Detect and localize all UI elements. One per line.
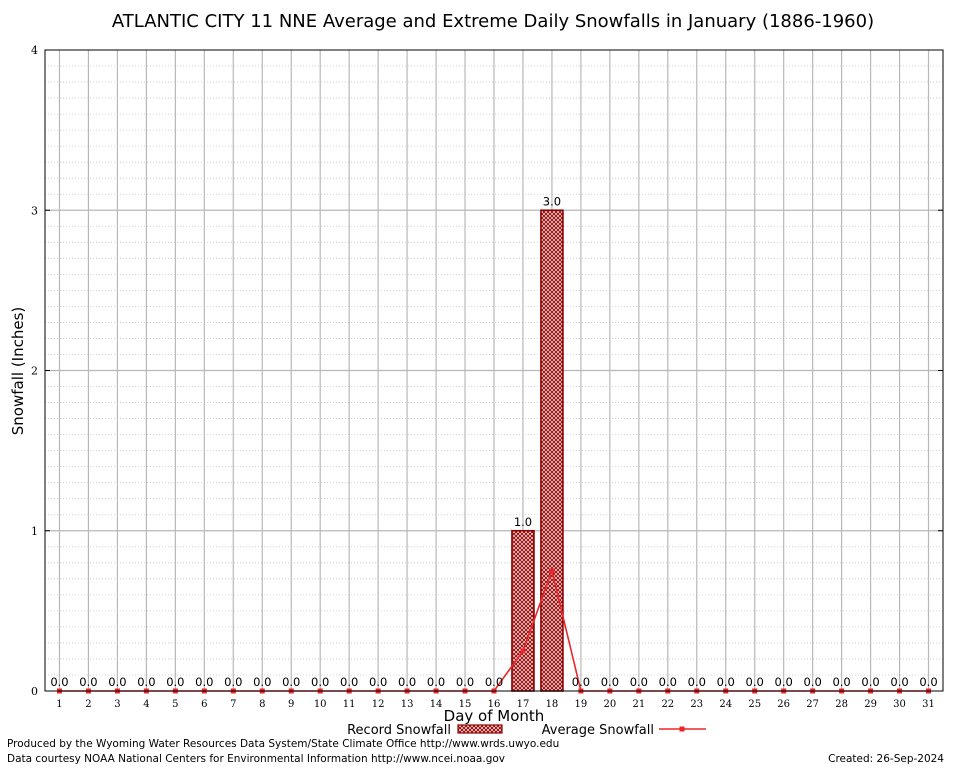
bar-value-label: 0.0	[137, 675, 155, 689]
x-tick-label: 23	[690, 699, 703, 710]
legend-record-label: Record Snowfall	[347, 723, 451, 738]
x-tick-label: 2	[85, 699, 91, 710]
bar-value-label: 0.0	[659, 675, 677, 689]
legend-record-swatch	[457, 724, 503, 734]
y-axis-label: Snowfall (Inches)	[9, 307, 27, 435]
x-axis-label: Day of Month	[444, 707, 545, 725]
bar-value-label: 0.0	[369, 675, 387, 689]
x-tick-label: 3	[114, 699, 120, 710]
x-tick-label: 27	[806, 699, 819, 710]
bar-value-label: 0.0	[195, 675, 213, 689]
bar-value-label: 0.0	[832, 675, 850, 689]
bar-value-label: 0.0	[340, 675, 358, 689]
x-tick-label: 7	[230, 699, 236, 710]
x-tick-label: 18	[546, 699, 559, 710]
x-tick-label: 21	[632, 699, 645, 710]
bar-value-label: 0.0	[311, 675, 329, 689]
record-bar	[511, 529, 535, 692]
bar-value-label: 0.0	[775, 675, 793, 689]
average-marker	[549, 568, 555, 574]
bar-value-label: 0.0	[746, 675, 764, 689]
record-bar	[540, 209, 564, 692]
y-tick-label: 1	[31, 525, 38, 538]
bar-value-label: 0.0	[456, 675, 474, 689]
y-tick-label: 3	[31, 204, 38, 217]
chart-title: ATLANTIC CITY 11 NNE Average and Extreme…	[112, 11, 874, 32]
x-tick-label: 15	[459, 699, 472, 710]
bar-value-label: 0.0	[601, 675, 619, 689]
bar-value-label: 0.0	[398, 675, 416, 689]
bar-value-label: 0.0	[50, 675, 68, 689]
x-tick-label: 30	[893, 699, 906, 710]
x-tick-label: 16	[488, 699, 501, 710]
x-tick-label: 17	[517, 699, 530, 710]
bar-value-label: 0.0	[717, 675, 735, 689]
x-tick-label: 12	[372, 699, 385, 710]
y-tick-label: 4	[31, 44, 38, 57]
legend: Record Snowfall Average Snowfall	[347, 723, 706, 738]
bar-value-label: 1.0	[514, 515, 532, 529]
x-tick-label: 6	[201, 699, 207, 710]
bar-value-label: 0.0	[108, 675, 126, 689]
bar-value-label: 0.0	[688, 675, 706, 689]
x-tick-label: 22	[661, 699, 674, 710]
bar-value-label: 3.0	[543, 194, 561, 208]
x-tick-label: 9	[288, 699, 294, 710]
footer-created: Created: 26-Sep-2024	[828, 753, 944, 765]
legend-average-label: Average Snowfall	[542, 723, 654, 738]
bar-value-label: 0.0	[890, 675, 908, 689]
x-tick-label: 4	[143, 699, 149, 710]
x-tick-label: 8	[259, 699, 265, 710]
bar-value-label: 0.0	[572, 675, 590, 689]
bar-value-label: 0.0	[282, 675, 300, 689]
x-tick-label: 29	[864, 699, 877, 710]
x-tick-label: 26	[777, 699, 790, 710]
y-tick-label: 0	[31, 685, 38, 698]
plot-frame	[44, 49, 944, 692]
x-tick-label: 25	[748, 699, 761, 710]
bar-value-label: 0.0	[253, 675, 271, 689]
bar-value-label: 0.0	[166, 675, 184, 689]
x-tick-label: 10	[314, 699, 327, 710]
footer-data-courtesy: Data courtesy NOAA National Centers for …	[7, 753, 506, 765]
bar-value-label: 0.0	[919, 675, 937, 689]
x-tick-label: 5	[172, 699, 178, 710]
x-tick-label: 19	[575, 699, 588, 710]
bar-value-label: 0.0	[630, 675, 648, 689]
x-tick-label: 28	[835, 699, 848, 710]
bar-value-label: 0.0	[224, 675, 242, 689]
bar-value-label: 0.0	[803, 675, 821, 689]
x-tick-label: 24	[719, 699, 732, 710]
bar-value-label: 0.0	[427, 675, 445, 689]
x-tick-label: 20	[604, 699, 617, 710]
x-tick-label: 14	[430, 699, 443, 710]
bar-value-label: 0.0	[861, 675, 879, 689]
y-tick-label: 2	[31, 365, 38, 378]
x-tick-label: 13	[401, 699, 414, 710]
legend-average-marker	[679, 726, 685, 732]
bar-value-label: 0.0	[485, 675, 503, 689]
bar-value-label: 0.0	[79, 675, 97, 689]
footer-produced-by: Produced by the Wyoming Water Resources …	[7, 738, 560, 750]
average-marker	[520, 648, 526, 654]
x-tick-label: 1	[56, 699, 62, 710]
x-tick-label: 11	[343, 699, 356, 710]
x-tick-label: 31	[922, 699, 935, 710]
